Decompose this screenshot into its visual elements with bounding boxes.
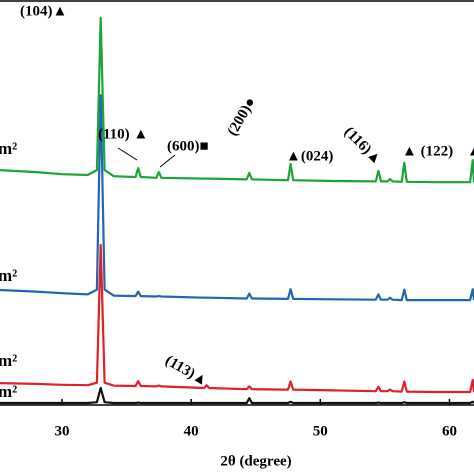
arrow <box>159 154 176 168</box>
arrow <box>117 147 138 161</box>
series-line <box>0 243 474 394</box>
x-tick-label: 50 <box>313 423 328 439</box>
x-axis-label: 2θ (degree) <box>220 453 291 469</box>
series-label: m² <box>0 139 17 158</box>
annotation: ▲ <box>467 143 474 159</box>
x-tick-label: 60 <box>442 423 457 439</box>
x-tick-label: 40 <box>184 423 199 439</box>
series-line <box>0 16 474 184</box>
series-label: m² <box>0 382 17 401</box>
annotation: ▲ (122) <box>402 143 453 159</box>
annotation: (600)■ <box>167 138 209 154</box>
annotation: ▲(024) <box>286 148 333 164</box>
series-line <box>0 386 474 405</box>
x-tick-label: 30 <box>54 423 69 439</box>
series-line <box>0 94 474 302</box>
annotation: (200)● <box>225 95 260 139</box>
annotation: (110) ▲ <box>98 126 148 142</box>
annotation: (104)▲ <box>20 3 67 19</box>
series-label: m² <box>0 266 17 285</box>
annotation: (116)▲ <box>341 124 385 168</box>
series-label: m² <box>0 351 17 370</box>
annotation: (113)▲ <box>162 353 210 390</box>
